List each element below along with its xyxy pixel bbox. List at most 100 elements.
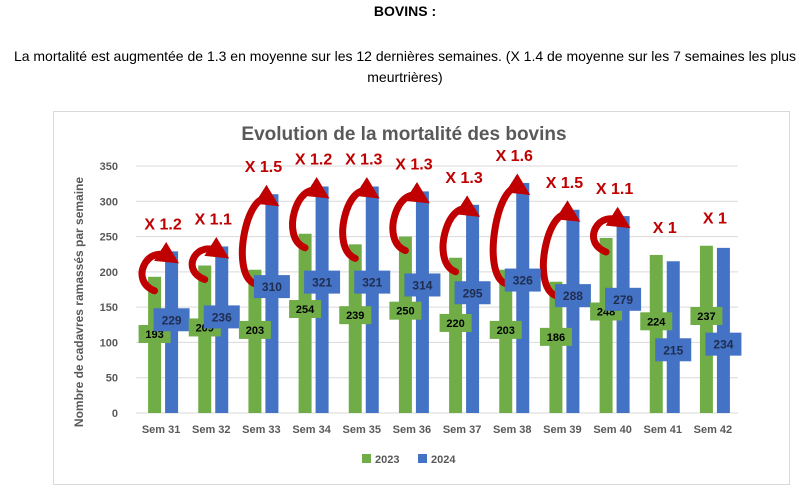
data-label-2024: 234 [713,338,733,352]
data-label-2023: 239 [346,310,364,322]
y-tick-label: 50 [106,373,118,385]
data-label-2024: 310 [262,280,282,294]
data-label-box-2023 [389,301,422,320]
data-label-box-2024 [354,270,391,294]
data-label-box-2023 [289,300,322,319]
data-label-2024: 321 [362,276,382,290]
data-label-box-2024 [454,281,491,305]
increase-arrow [188,236,230,284]
data-label-box-2024 [504,268,541,292]
increase-arrow [389,181,430,255]
bar-2023 [248,269,262,413]
data-label-2024: 295 [463,286,483,300]
data-label-box-2023 [339,306,372,325]
data-label-2024: 236 [212,310,232,324]
y-tick-label: 200 [100,267,118,279]
multiplier-label: X 1.1 [596,181,633,198]
data-label-2024: 321 [312,276,332,290]
data-label-2024: 229 [162,313,182,327]
y-tick-label: 250 [100,232,118,244]
x-tick-label: Sem 38 [493,424,532,436]
legend-swatch [362,454,371,463]
bar-2024 [415,191,429,413]
data-label-box-2023 [489,320,522,339]
data-label-2023: 193 [145,329,163,341]
multiplier-label: X 1.5 [245,159,282,176]
bar-2024 [516,182,530,413]
x-tick-label: Sem 36 [393,424,432,436]
multiplier-label: X 1 [653,220,677,237]
x-tick-label: Sem 35 [342,424,381,436]
data-label-2024: 288 [563,289,583,303]
bar-2023 [148,276,162,413]
data-label-2024: 314 [412,278,432,292]
data-label-box-2024 [554,284,591,308]
data-label-box-2023 [690,306,723,325]
data-label-box-2023 [439,313,472,332]
bar-2024 [265,194,279,413]
data-label-2023: 254 [296,304,315,316]
mortality-chart: Evolution de la mortalité des bovins Nom… [72,124,742,466]
legend-swatch [418,454,427,463]
multiplier-label: X 1.5 [546,175,583,192]
y-tick-label: 350 [100,161,118,173]
multiplier-label: X 1.3 [345,151,382,168]
x-tick-label: Sem 42 [694,424,733,436]
increase-arrow [289,177,330,252]
bar-2023 [649,254,663,413]
bar-2023 [298,233,312,413]
data-label-2024: 215 [663,343,683,357]
y-tick-label: 300 [100,196,118,208]
data-label-2023: 203 [497,325,515,337]
bar-2024 [466,204,480,413]
multiplier-label: X 1.1 [195,211,232,228]
bar-2023 [699,245,713,413]
page-heading: BOVINS : [373,3,437,19]
bar-2023 [348,244,362,413]
y-tick-label: 100 [100,337,118,349]
data-label-2023: 220 [446,318,464,330]
x-tick-label: Sem 40 [593,424,632,436]
increase-arrow [138,241,180,295]
bar-2024 [616,216,630,413]
bar-2024 [566,209,580,413]
data-label-box-2024 [404,273,441,297]
x-tick-label: Sem 32 [192,424,231,436]
bar-2023 [398,236,412,413]
legend-label: 2023 [375,454,399,466]
legend-label: 2024 [431,454,456,466]
increase-arrow [539,200,581,300]
bar-2024 [165,251,179,413]
data-label-box-2023 [640,312,673,331]
bar-2023 [549,281,563,413]
multiplier-label: X 1.3 [395,156,432,173]
increase-arrow [238,184,280,288]
bar-2024 [365,186,379,413]
data-label-2023: 237 [697,311,715,323]
data-label-2023: 224 [647,316,666,328]
data-label-box-2024 [203,305,240,329]
data-label-box-2023 [539,327,572,346]
data-label-2024: 326 [513,274,533,288]
chart-title: Evolution de la mortalité des bovins [241,124,566,145]
bar-2023 [198,265,212,413]
multiplier-label: X 1.3 [445,170,482,187]
x-tick-label: Sem 31 [142,424,181,436]
bar-2023 [499,269,513,413]
data-label-box-2024 [304,270,341,294]
multiplier-label: X 1.6 [496,148,533,165]
summary-paragraph: La mortalité est augmentée de 1.3 en moy… [13,48,797,85]
bar-2023 [449,257,463,413]
y-tick-label: 0 [112,408,118,420]
data-label-box-2024 [605,287,642,311]
x-tick-label: Sem 41 [643,424,682,436]
multiplier-label: X 1 [703,211,727,228]
data-label-box-2024 [655,338,692,362]
data-label-2023: 250 [396,306,414,318]
increase-arrow [439,195,481,276]
data-label-2023: 186 [547,332,565,344]
data-label-box-2023 [238,320,271,339]
x-tick-label: Sem 37 [443,424,482,436]
bar-2024 [315,186,329,413]
x-tick-label: Sem 33 [242,424,281,436]
